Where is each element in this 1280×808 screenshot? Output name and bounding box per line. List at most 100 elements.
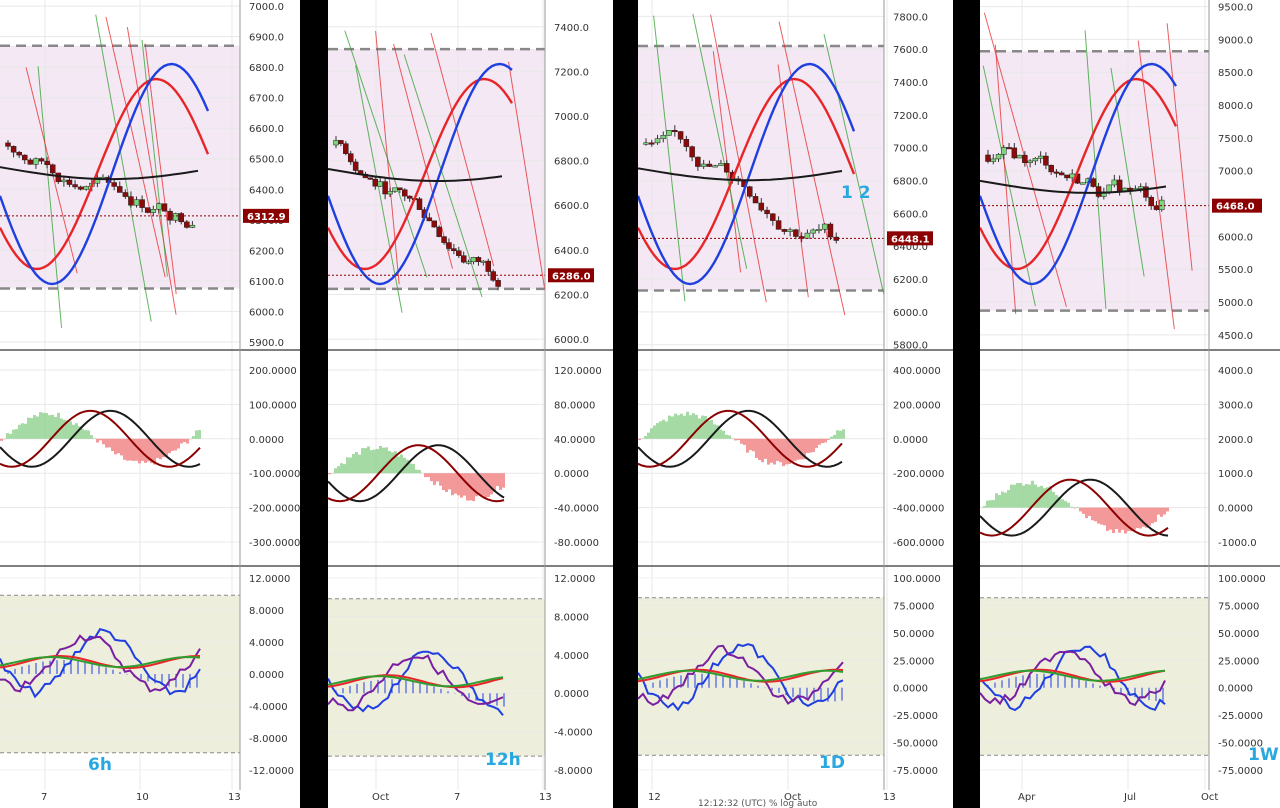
candle-body (821, 223, 828, 230)
zigzag-line (355, 65, 403, 313)
price-tick-label: 6700.0 (249, 94, 284, 105)
macd-histogram-bar (111, 438, 114, 451)
macd-histogram-bar (132, 438, 135, 461)
macd-histogram-bar (650, 428, 653, 439)
macd-histogram-bar (177, 438, 180, 449)
candle-body (117, 186, 123, 193)
macd-histogram-bar (51, 414, 54, 439)
candle-body (72, 184, 78, 188)
candle-body (465, 261, 472, 264)
candle-body (1148, 197, 1154, 206)
candle-body (495, 280, 501, 287)
macd-histogram-bar (385, 447, 388, 474)
macd-histogram-bar (749, 438, 752, 451)
candle-body (649, 142, 655, 145)
macd-histogram-bar (701, 415, 704, 439)
macd-histogram-bar (403, 457, 406, 474)
macd-histogram-bar (719, 429, 722, 439)
macd-histogram-bar (1031, 480, 1034, 508)
osc-tick-label: 0.0000 (1218, 684, 1253, 695)
osc-line (0, 654, 201, 670)
price-tick-label: 6800.0 (554, 157, 589, 168)
macd-histogram-bar (1010, 484, 1013, 508)
chart-panel-1w[interactable]: 9500.09000.08500.08000.07500.07000.06500… (980, 0, 1280, 808)
price-tick-label: 8000.0 (1218, 101, 1253, 112)
macd-histogram-bar (1025, 484, 1028, 508)
price-tick-label: 6400.0 (249, 185, 284, 196)
macd-histogram-bar (496, 473, 499, 486)
candle-body (1106, 184, 1112, 193)
candle-body (172, 213, 179, 221)
time-tick-label: 10 (136, 792, 149, 803)
candle-body (1043, 155, 1049, 166)
price-tick-label: 6000.0 (1218, 232, 1253, 243)
candle-body (139, 199, 145, 208)
macd-tick-label: 0.0000 (249, 435, 284, 446)
macd-histogram-bar (1106, 507, 1109, 531)
time-tick-label: 12 (648, 792, 661, 803)
macd-histogram-bar (141, 438, 144, 461)
macd-histogram-bar (126, 438, 129, 461)
macd-histogram-bar (1091, 507, 1094, 521)
candle-body (770, 213, 776, 221)
chart-panel-12h[interactable]: 7400.0 7200.0 7000.0 6800.0 6600.0 6400.0 6200… (328, 0, 613, 808)
macd-histogram-bar (1145, 507, 1148, 528)
macd-tick-label: -400.0000 (893, 504, 944, 515)
candle-body (49, 164, 56, 174)
macd-tick-label: 40.0000 (554, 435, 595, 446)
macd-histogram-bar (803, 438, 806, 460)
macd-histogram-bar (680, 413, 683, 439)
macd-histogram-bar (644, 435, 647, 439)
last-price-label: 6286.0 (552, 271, 591, 282)
macd-histogram-bar (451, 473, 454, 496)
macd-histogram-bar (102, 438, 105, 445)
timeframe-label: 12h (485, 750, 521, 770)
candle-body (426, 217, 433, 222)
macd-histogram-bar (75, 423, 78, 439)
macd-histogram-bar (63, 419, 66, 439)
macd-histogram-bar (337, 466, 340, 474)
candle-body (83, 186, 89, 190)
chart-panel-6h[interactable]: 7000.0 6900.0 6800.0 6700.0 6600.0 6500.0 6400… (0, 0, 300, 808)
candle-body (1032, 158, 1039, 162)
macd-histogram-bar (1082, 507, 1085, 514)
macd-histogram-bar (343, 464, 346, 474)
macd-histogram-bar (740, 438, 743, 444)
time-tick-label: 13 (539, 792, 552, 803)
candle-body (723, 163, 730, 173)
macd-histogram-bar (1157, 507, 1160, 515)
price-tick-label: 5900.0 (249, 338, 284, 349)
candle-body (156, 203, 162, 210)
macd-histogram-bar (18, 424, 21, 439)
macd-histogram-bar (364, 448, 367, 474)
macd-histogram-bar (1064, 501, 1067, 508)
candle-body (1037, 155, 1044, 159)
price-tick-label: 5800.0 (893, 341, 928, 352)
macd-histogram-bar (454, 473, 457, 494)
macd-histogram-bar (424, 473, 427, 478)
macd-histogram-bar (6, 433, 9, 439)
macd-tick-label: 0.0000 (893, 435, 928, 446)
macd-histogram-bar (340, 463, 343, 474)
macd-histogram-bar (647, 432, 650, 439)
macd-histogram-bar (442, 473, 445, 491)
macd-histogram-bar (415, 469, 418, 474)
candle-body (1016, 154, 1023, 159)
macd-histogram-bar (45, 413, 48, 439)
macd-histogram-bar (725, 434, 728, 439)
macd-histogram-bar (671, 416, 674, 439)
macd-histogram-bar (656, 423, 659, 439)
macd-histogram-bar (472, 473, 475, 502)
macd-histogram-bar (788, 438, 791, 465)
macd-histogram-bar (9, 433, 12, 439)
candle-body (122, 192, 129, 197)
macd-histogram-bar (1079, 507, 1082, 512)
macd-histogram-bar (836, 430, 839, 439)
candle-body (798, 236, 805, 239)
macd-histogram-bar (686, 411, 689, 439)
macd-histogram-bar (989, 500, 992, 508)
chart-panel-1d[interactable]: 7800.0 7600.0 7400.0 7200.0 7000.0 6800.0 6600… (638, 0, 953, 808)
macd-histogram-bar (665, 421, 668, 439)
price-tick-label: 7600.0 (893, 45, 928, 56)
candle-body (1153, 205, 1160, 210)
